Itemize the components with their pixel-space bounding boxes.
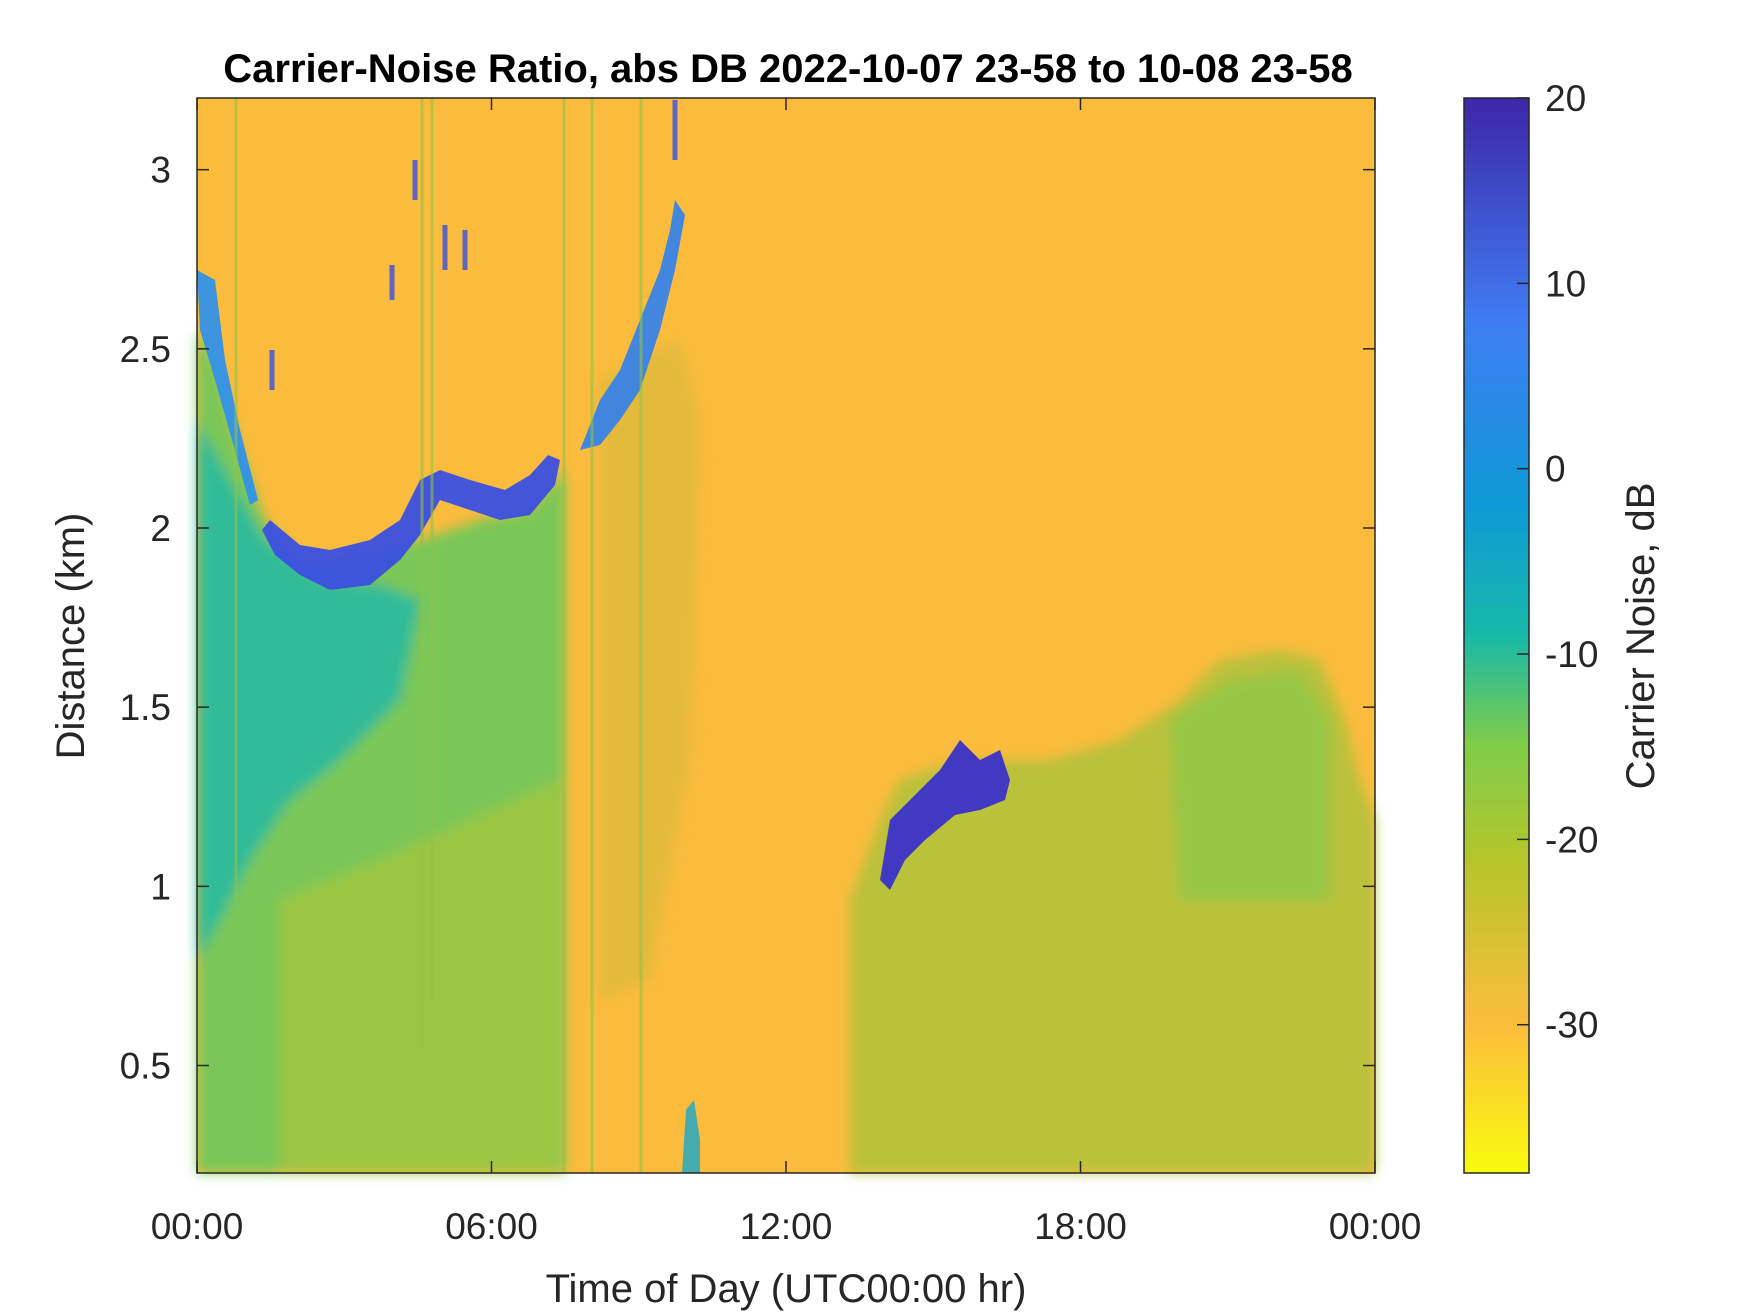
chart-title: Carrier-Noise Ratio, abs DB 2022-10-07 2… — [223, 47, 1352, 91]
y-tick-label: 3 — [150, 150, 171, 191]
colorbar-tick-label: 0 — [1545, 449, 1566, 490]
colorbar-tick-label: -30 — [1545, 1005, 1598, 1046]
x-tick-label: 18:00 — [1034, 1206, 1127, 1247]
y-axis: Distance (km) 0.5 1 1.5 2 2.5 3 — [49, 150, 1375, 1087]
colorbar-tick-label: -20 — [1545, 819, 1598, 860]
vertical-streaks-path — [234, 98, 643, 1173]
x-axis: Time of Day (UTC00:00 hr) 00:00 06:00 12:0… — [151, 98, 1422, 1311]
heatmap-features — [197, 330, 1375, 1173]
afternoon-layer-core — [1170, 670, 1330, 900]
x-tick-label: 12:00 — [740, 1206, 833, 1247]
colorbar-tick-label: 10 — [1545, 263, 1586, 304]
cloud-left-edge — [197, 270, 258, 505]
heatmap-area — [196, 97, 1376, 1174]
y-tick-label: 2.5 — [120, 329, 171, 370]
y-tick-label: 1.5 — [120, 687, 171, 728]
colorbar-tick-label: 20 — [1545, 78, 1586, 119]
y-tick-label: 2 — [150, 508, 171, 549]
x-axis-label: Time of Day (UTC00:00 hr) — [546, 1267, 1027, 1311]
colorbar-label: Carrier Noise, dB — [1619, 483, 1663, 790]
afternoon-cloud — [880, 740, 1010, 890]
y-tick-label: 1 — [150, 866, 171, 907]
boundary-layer-core — [197, 420, 420, 960]
colorbar: Carrier Noise, dB -30 -20 -10 0 10 20 — [1463, 78, 1663, 1174]
colorbar-scale — [1463, 97, 1530, 1174]
x-tick-label: 06:00 — [445, 1206, 538, 1247]
cloud-streaks — [269, 100, 678, 390]
y-tick-label: 0.5 — [120, 1046, 171, 1087]
cloud-layer — [262, 455, 560, 590]
morning-band — [600, 340, 700, 1000]
x-tick-label: 00:00 — [1329, 1206, 1422, 1247]
boundary-layer-lower — [280, 780, 560, 1173]
y-axis-label: Distance (km) — [49, 513, 93, 760]
vertical-streaks — [234, 98, 643, 1173]
surface-clutter — [682, 1100, 700, 1173]
colorbar-tick-label: -10 — [1545, 634, 1598, 675]
x-tick-label: 00:00 — [151, 1206, 244, 1247]
